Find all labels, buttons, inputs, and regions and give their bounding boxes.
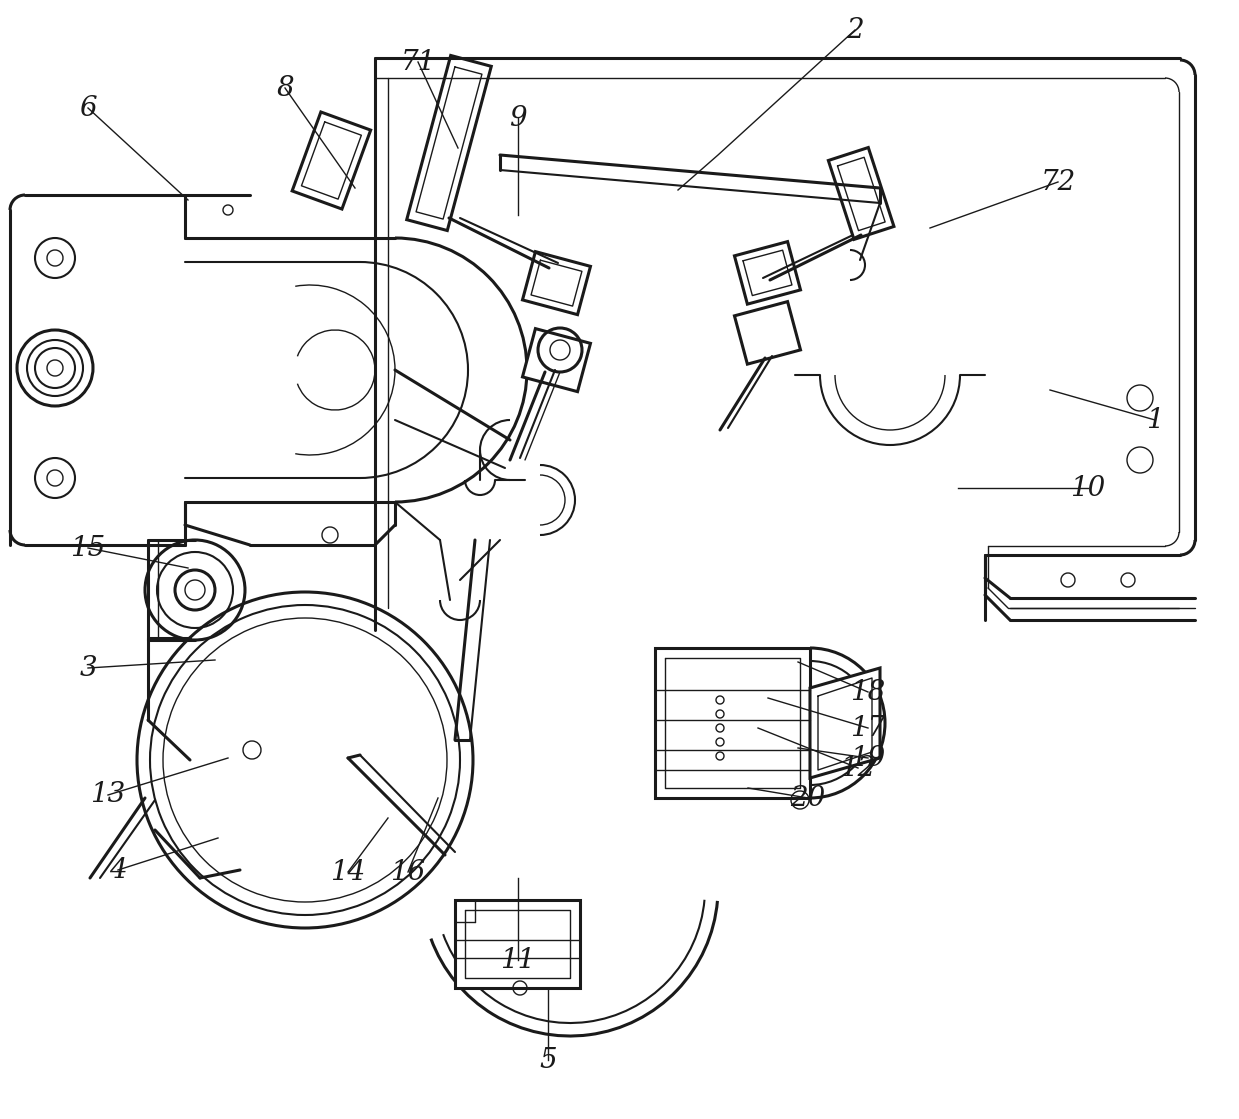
Text: 17: 17 [850,715,886,742]
Text: 12: 12 [840,754,876,781]
Polygon shape [292,112,370,209]
Polygon shape [655,648,810,798]
Text: 9: 9 [509,104,527,132]
Polygon shape [829,148,895,239]
Text: 72: 72 [1041,169,1075,196]
Polygon shape [735,302,800,364]
Text: 11: 11 [501,947,535,974]
Text: 1: 1 [1146,406,1163,433]
Text: 6: 6 [79,94,97,122]
Text: 71: 71 [400,48,436,75]
Text: 8: 8 [276,75,294,102]
Polygon shape [523,329,591,392]
Polygon shape [810,668,880,778]
Text: 15: 15 [71,535,105,562]
Text: 14: 14 [331,858,366,885]
Text: 18: 18 [850,678,886,705]
Polygon shape [406,56,492,231]
Text: 5: 5 [539,1046,556,1073]
Text: 2: 2 [846,17,864,44]
Text: 19: 19 [850,744,886,771]
Text: 3: 3 [79,655,97,681]
Text: 20: 20 [790,784,825,811]
Text: 10: 10 [1070,474,1105,501]
Polygon shape [735,242,800,304]
Text: 16: 16 [390,858,426,885]
Polygon shape [455,900,580,988]
Polygon shape [523,252,591,314]
Text: 13: 13 [90,781,125,809]
Text: 4: 4 [109,856,126,884]
